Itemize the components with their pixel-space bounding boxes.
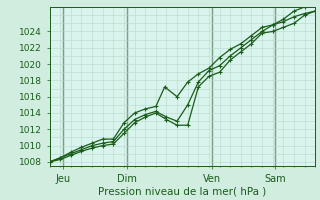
X-axis label: Pression niveau de la mer( hPa ): Pression niveau de la mer( hPa ) xyxy=(98,186,267,196)
